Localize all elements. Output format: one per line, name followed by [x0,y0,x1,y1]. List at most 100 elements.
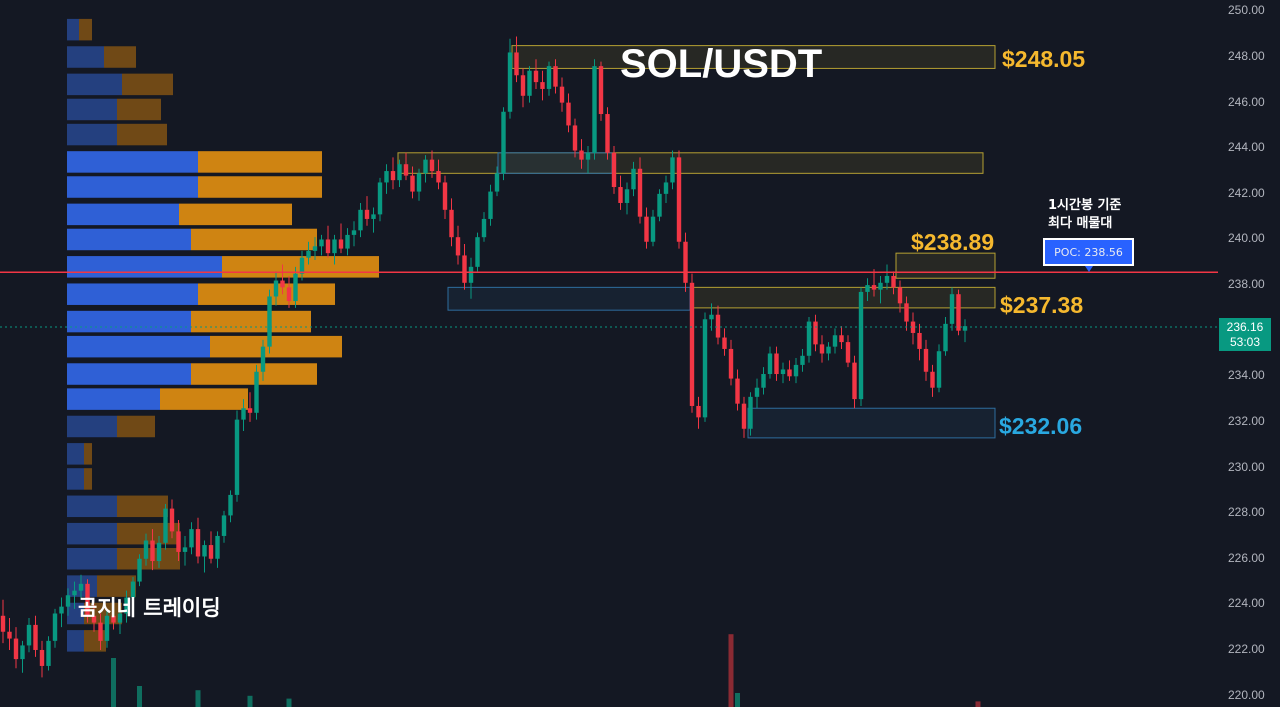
candle-body [767,353,773,375]
candle-body [169,508,175,532]
candle-body [364,209,370,219]
candle-body [98,622,103,641]
vp-sell-bar [179,203,292,226]
candle-body [286,287,292,302]
y-tick-label: 232.00 [1228,413,1265,428]
price-zones [397,45,996,439]
candle-body [644,216,649,242]
candle-body [267,296,272,347]
chart-title: SOL/USDT [620,42,823,86]
candle-body [189,529,194,548]
candle-body [936,351,942,388]
candle-body [455,237,461,256]
poc-label: POC: 238.56 [1043,238,1134,266]
candle-body [787,369,792,377]
candle-body [761,374,766,388]
candle-body [202,545,207,557]
current-price-value: 236.16 [1226,320,1264,335]
candle-body [962,326,968,331]
vp-sell-bar [117,98,161,121]
candle-body [345,234,350,249]
candle-body [689,282,695,406]
poc-note: 1시간봉 기준 최다 매물대 [1048,197,1121,233]
candle-body [306,250,311,258]
candle-body [676,157,682,242]
candle-body [553,66,558,87]
candle-body [65,595,71,607]
poc-label-text: POC: 238.56 [1054,245,1123,259]
candle-body [182,547,188,552]
candle-body [436,171,441,183]
candle-body [208,545,214,559]
candle-body [280,280,285,288]
vp-buy-bar [67,256,222,278]
candle-body [910,321,916,333]
zone-resistance [895,252,996,279]
vp-sell-bar [117,123,167,146]
volume-bar [247,695,253,707]
zone-resistance [689,286,996,309]
poc-note-line-1: 1시간봉 기준 [1048,198,1122,213]
volume-bar [195,690,201,707]
candle-body [904,303,909,322]
candle-body [631,168,636,190]
y-tick-label: 222.00 [1228,641,1265,656]
candle-body [468,266,474,283]
y-tick-label: 248.00 [1228,49,1265,64]
y-tick-label: 240.00 [1228,231,1265,246]
candle-body [410,175,415,192]
candle-body [657,193,662,217]
vp-buy-bar [67,73,122,96]
vp-buy-bar [67,176,198,198]
zone-support [447,286,691,311]
candle-body [319,239,324,247]
vp-buy-bar [67,522,117,545]
vp-buy-bar [67,495,117,518]
vp-buy-bar [67,415,117,438]
volume-bars [111,634,981,707]
candle-body [338,239,344,249]
vp-buy-bar [67,548,117,570]
candle-body [130,581,136,598]
candle-body [546,66,552,89]
volume-bar [286,698,292,707]
candle-body [85,583,90,616]
candle-body [20,645,25,660]
candle-body [176,531,181,552]
candle-body [540,82,545,89]
candle-body [390,171,396,181]
y-tick-label: 224.00 [1228,596,1265,611]
candle-body [605,114,610,153]
volume-bar [137,686,142,707]
vp-sell-bar [191,310,311,333]
candle-body [78,583,84,591]
candle-body [247,408,253,413]
candle-body [423,159,428,174]
candle-body [670,157,675,183]
candle-body [156,542,162,562]
vp-buy-bar [67,630,84,652]
candle-body [39,649,45,666]
candle-body [806,321,812,356]
candle-body [397,164,402,181]
candle-body [800,355,805,365]
vp-sell-bar [198,176,322,198]
vp-sell-bar [122,73,173,96]
vp-buy-bar [67,310,191,333]
candle-body [221,515,227,536]
candle-body [358,209,363,231]
candle-body [59,606,64,614]
vp-buy-bar [67,335,210,358]
vp-sell-bar [198,283,335,305]
candle-body [696,405,701,418]
candle-body [91,615,97,623]
vp-sell-bar [84,443,92,465]
vp-buy-bar [67,228,191,251]
current-price-tag: 236.16 53:03 [1219,318,1271,352]
candle-body [735,378,740,404]
candle-body [228,494,233,516]
candle-body [312,246,318,251]
candle-body [26,624,32,646]
candle-body [332,239,337,254]
